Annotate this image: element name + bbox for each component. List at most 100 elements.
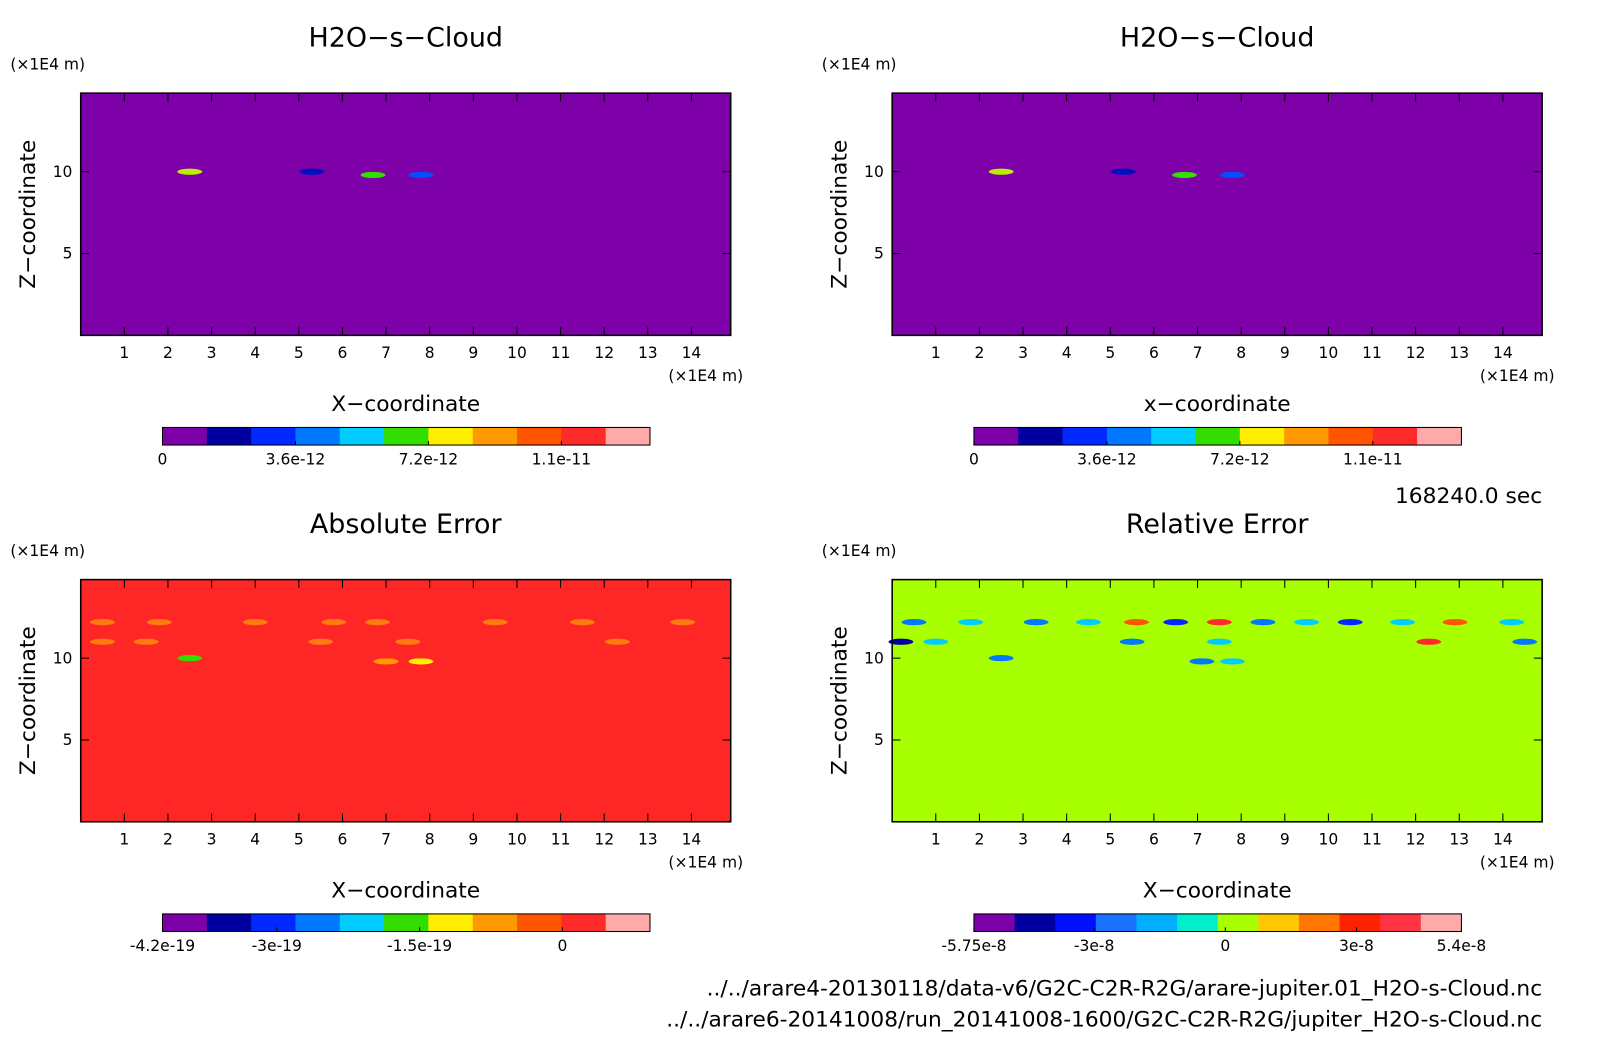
colorbar-swatch: [428, 913, 474, 932]
x-tick-label: 7: [381, 831, 391, 849]
colorbar-swatch: [561, 427, 607, 446]
contour-patch: [177, 655, 203, 662]
panel-title: Absolute Error: [310, 509, 503, 540]
x-tick-label: 10: [1319, 831, 1339, 849]
y-unit-label: (×1E4 m): [822, 55, 897, 73]
x-tick-label: 9: [1280, 344, 1290, 362]
colorbar-swatch: [1420, 913, 1462, 932]
x-tick-label: 5: [1105, 831, 1115, 849]
colorbar-swatch: [339, 913, 385, 932]
contour-patch: [1206, 619, 1232, 626]
contour-patch: [1110, 168, 1136, 175]
x-tick-label: 14: [1493, 344, 1513, 362]
colorbar-swatch: [973, 913, 1016, 932]
contour-patch: [1220, 658, 1245, 665]
file-path: ../../arare4-20130118/data-v6/G2C-C2R-R2…: [707, 977, 1543, 1002]
y-unit-label: (×1E4 m): [10, 55, 85, 73]
contour-field: [892, 579, 1543, 822]
colorbar-swatch: [1018, 427, 1064, 446]
x-tick-label: 1: [931, 831, 941, 849]
colorbar-tick-label: 3.6e-12: [266, 451, 326, 469]
colorbar-swatch: [1177, 913, 1219, 932]
colorbar-swatch: [1417, 427, 1462, 446]
contour-patch: [1189, 658, 1215, 665]
contour-patch: [1294, 619, 1320, 626]
figure-content: 168240.0 sec ../../arare4-20130118/data-…: [10, 23, 1554, 1033]
colorbar-swatch: [162, 913, 208, 932]
colorbar-tick-label: 5.4e-8: [1437, 937, 1487, 955]
x-tick-label: 2: [163, 831, 173, 849]
y-tick-label: 5: [63, 731, 73, 749]
colorbar-swatch: [1136, 913, 1178, 932]
y-axis-label: Z−coordinate: [828, 626, 853, 775]
contour-patch: [146, 619, 172, 626]
x-axis-label: X−coordinate: [331, 392, 480, 417]
colorbar-frame: [973, 426, 1462, 446]
contour-patch: [373, 658, 399, 665]
x-tick-label: 2: [163, 344, 173, 362]
contour-patch: [670, 619, 696, 626]
colorbar-swatch: [206, 427, 252, 446]
x-tick-label: 11: [551, 831, 571, 849]
colorbar-swatch: [295, 427, 341, 446]
contour-patch: [888, 638, 914, 645]
colorbar-swatch: [206, 913, 252, 932]
x-tick-label: 2: [974, 344, 984, 362]
colorbar-frame: [161, 426, 651, 446]
contour-patch: [408, 171, 434, 179]
x-tick-label: 1: [931, 344, 941, 362]
x-tick-label: 7: [1193, 344, 1203, 362]
x-tick-label: 8: [425, 831, 435, 849]
y-tick-label: 5: [874, 245, 884, 263]
contour-patch: [1416, 638, 1442, 645]
colorbar-swatch: [1284, 427, 1329, 446]
colorbar-tick-label: 0: [1220, 937, 1230, 955]
colorbar-swatch: [1239, 427, 1285, 446]
x-tick-label: 12: [1406, 831, 1426, 849]
colorbar-tick-label: 0: [158, 451, 168, 469]
x-tick-label: 1: [119, 831, 129, 849]
colorbar-tick-label: 1.1e-11: [1343, 451, 1403, 469]
panel: Relative Error(×1E4 m)1 2 3 4 5 6 7 8 9 10 11 12 13 1…: [822, 509, 1555, 955]
x-tick-label: 12: [594, 831, 614, 849]
x-tick-label: 4: [250, 831, 260, 849]
x-tick-label: 3: [1018, 344, 1028, 362]
panel-title: H2O−s−Cloud: [308, 23, 503, 54]
x-tick-label: 3: [207, 831, 217, 849]
colorbar-swatch: [1258, 913, 1300, 932]
colorbar-swatch: [1380, 913, 1422, 932]
y-unit-label: (×1E4 m): [822, 542, 897, 560]
colorbar-swatch: [1151, 427, 1197, 446]
time-label: 168240.0 sec: [1395, 484, 1542, 509]
x-axis-label: X−coordinate: [331, 878, 480, 903]
colorbar-swatch: [1095, 913, 1137, 932]
panel: H2O−s−Cloud(×1E4 m)1 2 3 4 5 6 7 8 9 10 11 12 13 1451…: [822, 23, 1555, 469]
contour-patch: [604, 638, 630, 645]
colorbar-swatch: [384, 913, 429, 932]
contour-patch: [395, 638, 421, 645]
colorbar-tick-label: -5.75e-8: [941, 937, 1006, 955]
x-tick-label: 8: [425, 344, 435, 362]
contour-patch: [1220, 171, 1245, 179]
contour-patch: [321, 619, 347, 626]
colorbar-swatch: [1328, 427, 1374, 446]
colorbar-swatch: [517, 427, 562, 446]
contour-patch: [988, 168, 1014, 175]
x-tick-label: 14: [682, 344, 702, 362]
colorbar-swatch: [561, 913, 607, 932]
colorbar-swatch: [384, 427, 429, 446]
colorbar-swatch: [251, 427, 296, 446]
contour-patch: [1023, 619, 1049, 626]
contour-patch: [1076, 619, 1101, 626]
x-tick-label: 11: [551, 344, 571, 362]
colorbar-tick-label: -3e-19: [252, 937, 302, 955]
x-tick-label: 1: [119, 344, 129, 362]
x-tick-label: 9: [468, 831, 478, 849]
colorbar-swatch: [295, 913, 341, 932]
x-tick-label: 5: [294, 344, 304, 362]
panel-title: H2O−s−Cloud: [1120, 23, 1315, 54]
contour-patch: [299, 168, 325, 175]
colorbar-swatch: [1298, 913, 1341, 932]
x-tick-label: 9: [1280, 831, 1290, 849]
y-axis-label: Z−coordinate: [16, 626, 41, 775]
